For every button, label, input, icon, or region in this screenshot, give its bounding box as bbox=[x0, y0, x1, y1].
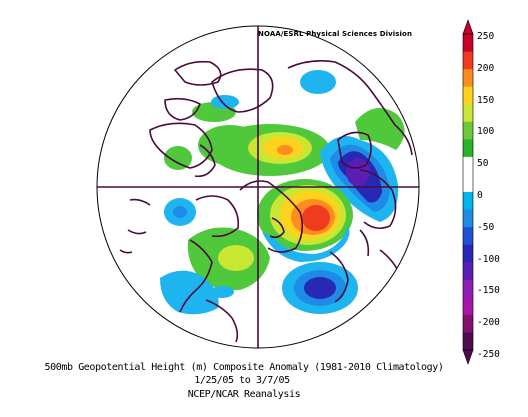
anomaly-cyan-arctic-b bbox=[211, 95, 239, 109]
colorbar-label: -200 bbox=[477, 317, 500, 329]
colorbar-segment bbox=[463, 86, 473, 105]
anomaly-green-ne bbox=[355, 107, 405, 150]
colorbar-segment bbox=[463, 51, 473, 70]
anomaly-darkblue-pacific bbox=[304, 277, 336, 299]
colorbar-label: 150 bbox=[477, 94, 495, 106]
coastline-greenland bbox=[211, 68, 274, 113]
coastline-aleutians bbox=[119, 198, 151, 254]
colorbar-segment bbox=[463, 34, 473, 52]
colorbar-segment bbox=[463, 227, 473, 246]
colorbar-segment bbox=[463, 209, 473, 228]
map-date-range: 1/25/05 to 3/7/05 bbox=[194, 375, 290, 386]
colorbar-segment bbox=[463, 314, 473, 333]
coastline-eurasia-north bbox=[287, 60, 413, 156]
coastline-arabia bbox=[359, 229, 370, 257]
colorbar-label: 50 bbox=[477, 158, 489, 170]
colorbar-label: -250 bbox=[477, 349, 500, 360]
coastline-namerica bbox=[179, 239, 213, 313]
anomaly-purple-europe bbox=[346, 158, 370, 186]
anomaly-green-west bbox=[164, 146, 192, 170]
map-title: 500mb Geopotential Height (m) Composite … bbox=[44, 362, 444, 373]
colorbar-segment bbox=[463, 174, 473, 193]
coastline-india bbox=[329, 251, 349, 303]
coastline-scandinavia bbox=[337, 131, 372, 169]
colorbar-segment bbox=[463, 332, 473, 351]
credit-text: NOAA/ESRL Physical Sciences Division bbox=[258, 30, 413, 38]
colorbar-segment bbox=[463, 279, 473, 298]
anomaly-red-asia bbox=[302, 205, 330, 231]
colorbar-label: 250 bbox=[477, 31, 495, 42]
colorbar-outline bbox=[462, 33, 474, 351]
coastline-hudson bbox=[194, 144, 216, 178]
colorbar-segment bbox=[463, 297, 473, 316]
colorbar-segment bbox=[463, 156, 473, 175]
anomaly-orange-north bbox=[277, 145, 293, 155]
coastline-arctic-canada bbox=[164, 60, 222, 121]
coastline-africa bbox=[379, 249, 403, 315]
colorbar-label: 100 bbox=[477, 126, 495, 138]
map-source: NCEP/NCAR Reanalysis bbox=[187, 389, 301, 400]
anomaly-cyan-arctic bbox=[300, 70, 336, 94]
colorbar-segment bbox=[463, 139, 473, 158]
colorbar-segment bbox=[463, 69, 473, 88]
colorbar-segment bbox=[463, 192, 473, 210]
anomaly-cyan-asia-ring bbox=[262, 226, 350, 262]
colorbar-label: -150 bbox=[477, 285, 500, 297]
colorbar bbox=[462, 19, 474, 365]
anomaly-blue-west bbox=[173, 206, 187, 218]
colorbar-label: -100 bbox=[477, 253, 500, 265]
anomaly-cyan-southwest bbox=[210, 286, 234, 298]
anomaly-lightgreen-namerica bbox=[218, 245, 254, 271]
coastline-asia-east bbox=[239, 180, 304, 253]
colorbar-segment bbox=[463, 104, 473, 123]
colorbar-label: 200 bbox=[477, 62, 495, 74]
map-boundary bbox=[96, 25, 420, 349]
coastline-canada bbox=[149, 122, 213, 169]
colorbar-segment bbox=[463, 262, 473, 281]
colorbar-segment bbox=[463, 244, 473, 263]
coastline-europe bbox=[359, 169, 397, 230]
coastline-mexico bbox=[205, 299, 239, 343]
colorbar-segment bbox=[463, 121, 473, 140]
colorbar-arrow-top bbox=[462, 19, 474, 35]
colorbar-label: 0 bbox=[477, 190, 483, 201]
coastline-japan bbox=[269, 217, 285, 239]
colorbar-label: -50 bbox=[477, 221, 495, 233]
graticule bbox=[96, 25, 420, 349]
coastline-namerica-west bbox=[195, 195, 240, 238]
anomaly-green-north-b bbox=[198, 125, 262, 165]
